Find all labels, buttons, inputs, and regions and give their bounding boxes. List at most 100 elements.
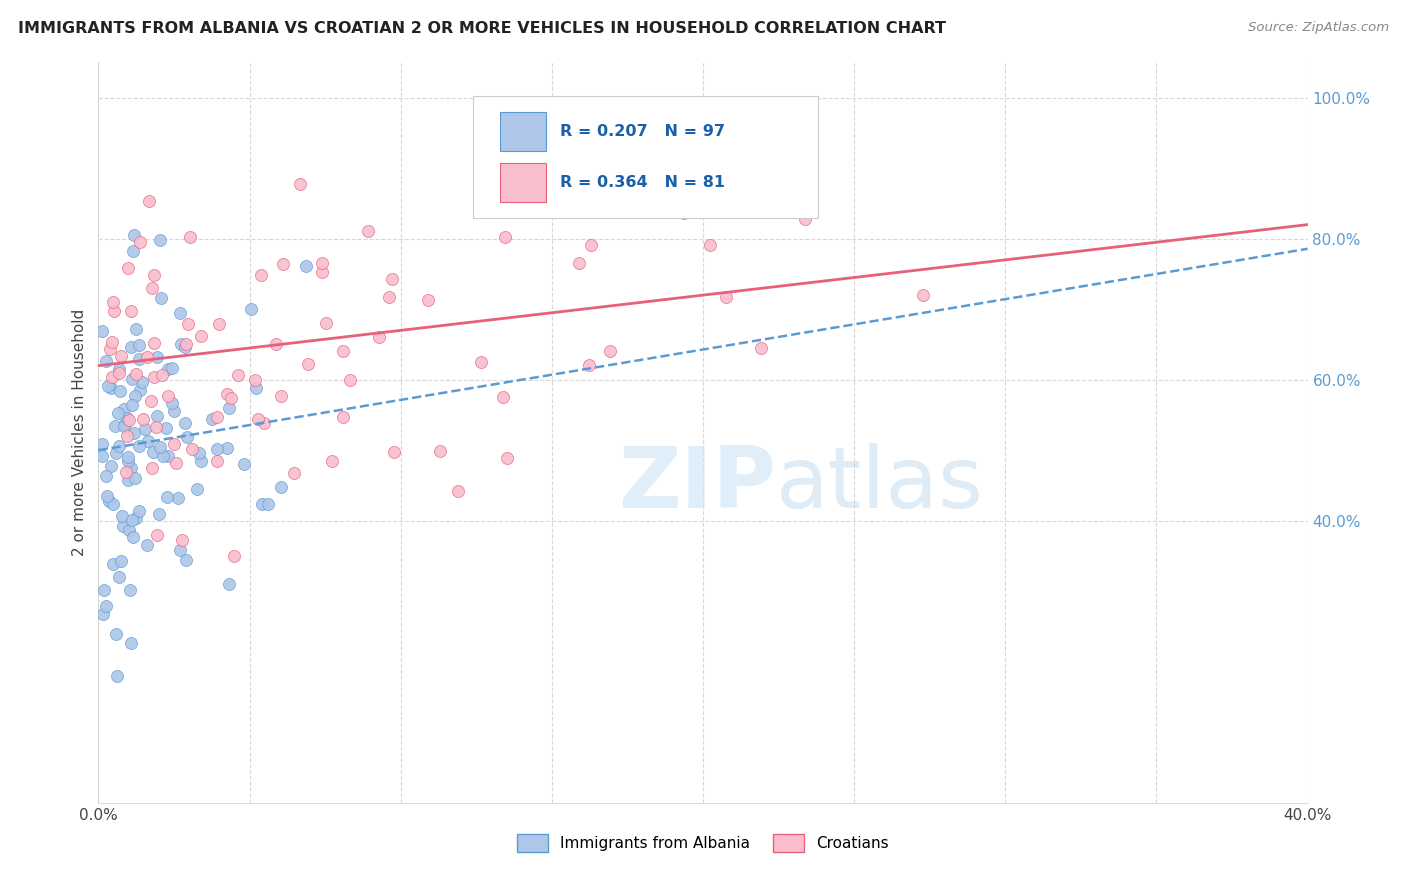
Point (163, 437, 186, 451)
Point (321, 454, 343, 468)
Point (105, 627, 128, 641)
Point (136, 537, 159, 551)
Point (114, 466, 136, 480)
Point (160, 396, 183, 410)
Text: atlas: atlas (776, 443, 984, 526)
Point (131, 412, 153, 426)
Point (149, 233, 172, 247)
Point (190, 329, 212, 343)
Point (176, 317, 198, 331)
Point (578, 359, 600, 373)
Point (131, 375, 153, 389)
Point (155, 420, 177, 434)
Point (911, 288, 934, 302)
Point (111, 509, 134, 524)
Point (117, 261, 139, 276)
Point (378, 290, 401, 304)
Point (250, 268, 273, 282)
Text: R = 0.364   N = 81: R = 0.364 N = 81 (561, 175, 725, 190)
Point (107, 361, 129, 376)
Point (357, 224, 380, 238)
Point (250, 497, 273, 511)
Point (218, 401, 240, 416)
Text: IMMIGRANTS FROM ALBANIA VS CROATIAN 2 OR MORE VEHICLES IN HOUSEHOLD CORRELATION : IMMIGRANTS FROM ALBANIA VS CROATIAN 2 OR… (18, 21, 946, 36)
Point (218, 577, 240, 591)
Point (215, 387, 238, 401)
Point (295, 259, 318, 273)
Point (91, 607, 114, 621)
Point (160, 360, 183, 375)
Point (91, 437, 114, 451)
Point (219, 391, 242, 405)
Point (141, 460, 163, 475)
Point (124, 471, 146, 485)
Point (122, 227, 145, 242)
Point (134, 422, 156, 436)
FancyBboxPatch shape (501, 163, 546, 202)
Point (120, 636, 142, 650)
Point (142, 335, 165, 350)
Point (96, 599, 118, 613)
Point (672, 205, 695, 219)
Point (135, 351, 157, 365)
Point (239, 301, 262, 316)
Point (315, 317, 337, 331)
Point (120, 461, 142, 475)
Point (150, 368, 173, 383)
Point (107, 406, 129, 420)
Point (429, 443, 451, 458)
Point (148, 440, 170, 454)
Point (339, 373, 361, 387)
Point (138, 194, 160, 208)
Point (121, 372, 143, 386)
Point (108, 384, 131, 398)
Point (181, 442, 204, 456)
Point (117, 450, 139, 464)
Point (599, 343, 621, 358)
Point (187, 446, 209, 460)
Y-axis label: 2 or more Vehicles in Household: 2 or more Vehicles in Household (72, 309, 87, 557)
Point (93, 582, 115, 597)
Point (100, 335, 122, 350)
Text: ZIP: ZIP (617, 443, 776, 526)
Point (128, 504, 150, 518)
Point (96, 489, 118, 503)
Point (169, 306, 191, 320)
Point (174, 340, 197, 354)
Point (495, 450, 517, 465)
Point (253, 417, 276, 431)
Point (105, 446, 128, 460)
Point (156, 491, 179, 505)
Point (110, 349, 132, 363)
Point (751, 341, 773, 355)
Point (120, 304, 142, 318)
Point (121, 513, 143, 527)
Point (174, 337, 197, 351)
Point (129, 383, 152, 397)
Point (224, 549, 246, 563)
Point (170, 336, 193, 351)
Point (128, 439, 150, 453)
Point (145, 528, 167, 542)
Point (145, 419, 167, 434)
Point (104, 418, 127, 433)
Point (103, 294, 125, 309)
FancyBboxPatch shape (474, 95, 818, 218)
Point (94, 354, 117, 368)
Point (121, 244, 143, 259)
Point (100, 381, 122, 395)
Point (172, 533, 194, 548)
Point (176, 430, 198, 444)
Point (264, 337, 287, 351)
Point (124, 388, 146, 402)
Point (112, 401, 135, 416)
Point (167, 491, 190, 505)
Text: R = 0.207   N = 97: R = 0.207 N = 97 (561, 124, 725, 139)
Point (98, 342, 121, 356)
Point (714, 290, 737, 304)
Point (157, 449, 180, 463)
Point (112, 518, 135, 533)
Point (121, 398, 143, 412)
Point (117, 454, 139, 468)
Point (118, 583, 141, 598)
